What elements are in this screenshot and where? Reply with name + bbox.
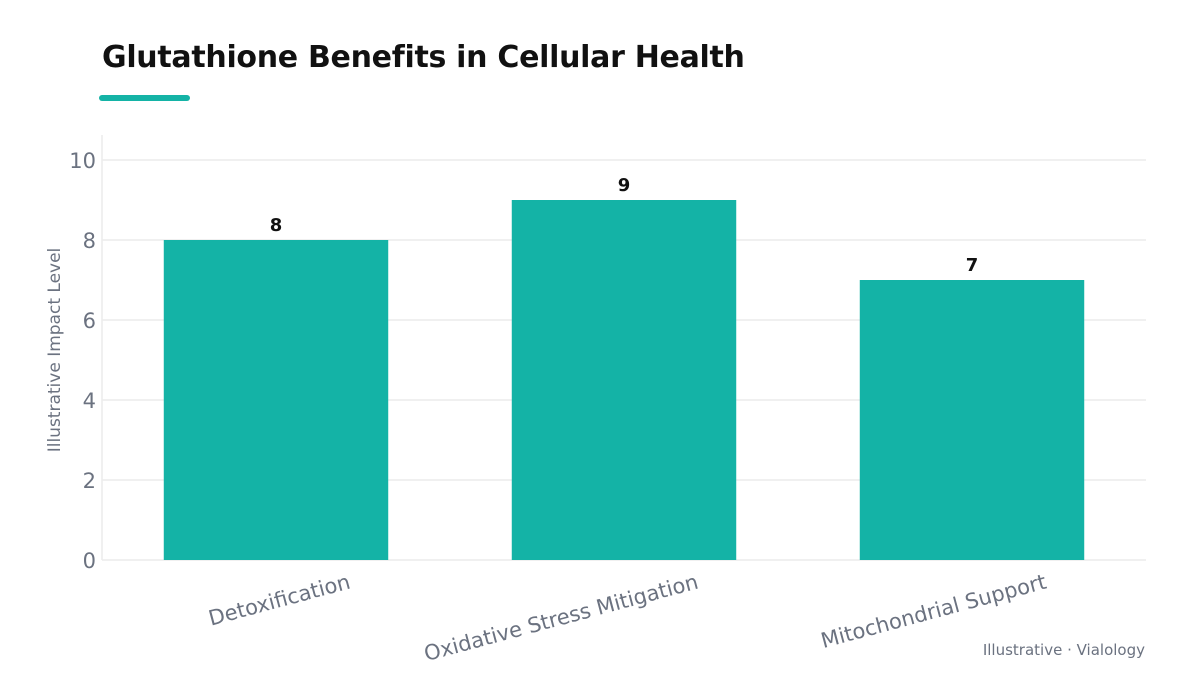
x-axis-label: Cellular Process [557, 673, 692, 675]
title-accent-bar [99, 95, 190, 101]
y-tick-label: 0 [83, 549, 96, 573]
credit-watermark: Illustrative · Vialology [982, 641, 1145, 659]
bar-value-label: 8 [270, 215, 283, 236]
y-tick-label: 2 [83, 469, 96, 493]
bar-value-label: 9 [618, 175, 631, 196]
bar-value-label: 7 [966, 255, 979, 276]
bar-0 [163, 240, 389, 560]
x-tick-label: Detoxification [206, 570, 353, 631]
y-tick-label: 10 [69, 149, 96, 173]
bar-2 [859, 280, 1085, 560]
y-tick-label: 8 [83, 229, 96, 253]
y-tick-label: 4 [83, 389, 96, 413]
bar-1 [511, 200, 737, 560]
y-tick-label: 6 [83, 309, 96, 333]
chart-title: Glutathione Benefits in Cellular Health [102, 40, 745, 75]
x-tick-label: Oxidative Stress Mitigation [422, 570, 701, 666]
